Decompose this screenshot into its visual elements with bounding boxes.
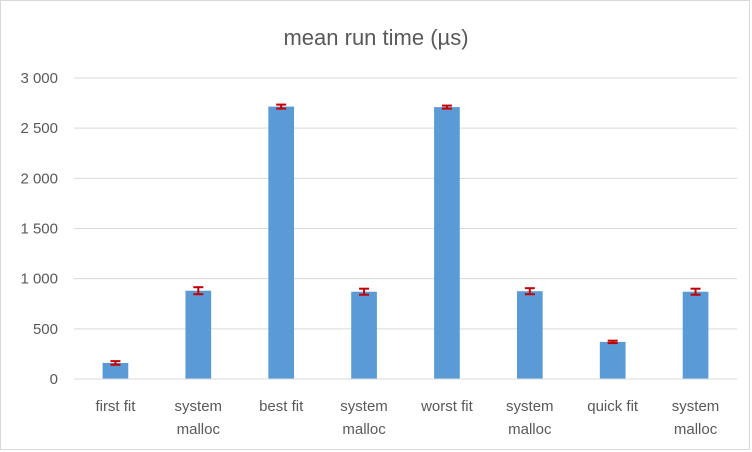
y-tick-label: 1 000: [20, 271, 58, 288]
chart-title: mean run time (µs): [283, 25, 468, 50]
x-tick-label: worst fit: [420, 398, 474, 415]
error-bar: [193, 286, 204, 296]
error-bar: [359, 287, 370, 296]
y-tick-label: 2 000: [20, 170, 58, 187]
bar: [185, 290, 212, 379]
error-bar: [690, 287, 701, 296]
bar: [434, 107, 460, 379]
bar: [351, 291, 377, 379]
x-tick-label: quick fit: [587, 398, 639, 415]
y-tick-label: 1 500: [20, 221, 58, 238]
error-bar: [607, 339, 618, 345]
x-tick-label: system malloc: [506, 398, 554, 438]
bar: [682, 291, 709, 379]
x-tick-label: best fit: [259, 398, 304, 415]
error-bar: [524, 287, 535, 296]
y-axis-ticks: 0 500 1 000 1 500 2 000 2 500 3 000: [20, 70, 58, 388]
x-axis-ticks: first fit system malloc best fit system mallo…: [95, 398, 719, 438]
error-bar: [276, 103, 287, 110]
x-tick-label: first fit: [95, 398, 136, 415]
x-tick-label: system malloc: [340, 398, 388, 438]
bar: [268, 106, 295, 379]
x-tick-label: system malloc: [672, 398, 720, 438]
y-tick-label: 0: [50, 371, 58, 388]
gridlines: [74, 77, 737, 330]
bars: [102, 106, 709, 379]
error-bar: [110, 360, 121, 366]
bar: [516, 291, 543, 379]
y-tick-label: 3 000: [20, 70, 58, 87]
x-tick-label: system malloc: [175, 398, 223, 438]
y-tick-label: 500: [33, 321, 58, 338]
error-bar: [441, 104, 452, 110]
bar: [102, 362, 129, 379]
bar: [599, 341, 626, 379]
y-tick-label: 2 500: [20, 120, 58, 137]
error-bars: [110, 103, 701, 366]
